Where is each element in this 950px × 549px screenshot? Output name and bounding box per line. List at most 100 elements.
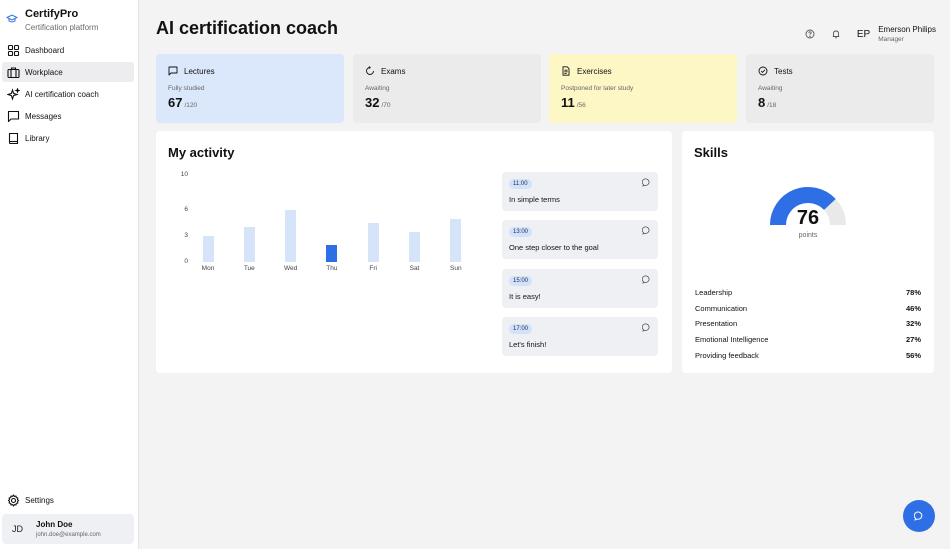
stat-label: Lectures <box>184 66 215 76</box>
stat-value: 67 <box>168 95 183 110</box>
help-icon[interactable] <box>805 29 815 39</box>
skill-percent: 46% <box>905 304 921 313</box>
book-icon <box>8 132 19 144</box>
activity-chart: 0 3 6 10 Mon Tue Wed Thu Fri Sat Sun <box>156 131 496 373</box>
chat-bubble-icon[interactable] <box>642 323 651 332</box>
bell-icon[interactable] <box>831 29 841 39</box>
stat-card-tests[interactable]: Tests Awaiting 8/18 <box>746 54 934 123</box>
stat-total: /56 <box>576 102 586 109</box>
x-tick-label: Thu <box>326 265 338 272</box>
chat-bubble-icon[interactable] <box>642 226 651 235</box>
refresh-icon <box>366 66 374 75</box>
message-card[interactable]: 17:00 Let's finish! <box>502 317 658 356</box>
skill-name: Communication <box>695 304 748 313</box>
x-tick-label: Wed <box>283 265 298 272</box>
bar-sun <box>450 218 462 262</box>
skill-name: Leadership <box>695 288 733 297</box>
skill-percent: 27% <box>905 335 921 344</box>
brand-name: CertifyPro <box>25 8 79 20</box>
stat-total: /70 <box>381 102 391 109</box>
profile-role: Manager <box>878 36 904 43</box>
stat-value: 8 <box>758 95 766 110</box>
stat-value: 11 <box>561 95 575 110</box>
x-tick-label: Sun <box>450 265 462 272</box>
message-card[interactable]: 15:00 It is easy! <box>502 269 658 308</box>
skill-percent: 32% <box>905 319 921 328</box>
profile-info[interactable]: Emerson Philips Manager <box>878 25 936 43</box>
skill-row: Providing feedback 56% <box>695 351 921 360</box>
sparkle-icon <box>7 87 20 101</box>
sidebar-item-library[interactable]: Library <box>2 128 134 148</box>
stat-card-exercises[interactable]: Exercises Postponed for later study 11/5… <box>549 54 737 123</box>
x-tick-label: Fri <box>369 265 377 272</box>
y-tick-label: 10 <box>180 171 188 178</box>
skill-percent: 78% <box>905 288 921 297</box>
chat-bubble-icon[interactable] <box>642 178 651 187</box>
stat-total: /120 <box>184 102 198 109</box>
activity-panel: My activity 0 3 6 10 Mon Tue Wed Thu Fri Sat Sun 1… <box>156 131 672 373</box>
chat-bubble-icon[interactable] <box>642 275 651 284</box>
message-time: 11:00 <box>509 179 532 189</box>
sidebar-item-ai-coach[interactable]: AI certification coach <box>2 84 134 104</box>
gauge-value: 76 <box>796 207 820 229</box>
skill-row: Emotional Intelligence 27% <box>695 335 921 344</box>
profile-name: Emerson Philips <box>878 25 936 34</box>
skill-name: Emotional Intelligence <box>695 335 769 344</box>
sidebar-nav: Dashboard Workplace AI certification coa… <box>2 40 134 150</box>
sidebar-item-settings[interactable]: Settings <box>2 490 134 510</box>
message-text: One step closer to the goal <box>509 243 599 252</box>
skills-title: Skills <box>694 145 728 160</box>
avatar: JD <box>12 524 23 534</box>
skill-percent: 56% <box>905 351 921 360</box>
skills-gauge <box>770 187 846 226</box>
sidebar: CertifyPro Certification platform Dashbo… <box>0 0 139 549</box>
settings-section: Settings <box>2 490 134 512</box>
profile-avatar[interactable]: EP <box>856 28 871 40</box>
stat-card-exams[interactable]: Exams Awaiting 32/70 <box>353 54 541 123</box>
sidebar-item-messages[interactable]: Messages <box>2 106 134 126</box>
page-title: AI certification coach <box>156 18 339 38</box>
bar-sat <box>409 231 420 262</box>
gauge-fill <box>770 187 836 226</box>
stat-subtitle: Postponed for later study <box>561 85 634 92</box>
document-icon <box>562 66 570 76</box>
sidebar-item-label: AI certification coach <box>25 89 99 99</box>
stat-value: 32 <box>365 95 380 110</box>
x-tick-label: Tue <box>243 265 255 272</box>
check-circle-icon <box>758 66 768 76</box>
chat-fab-button[interactable] <box>903 500 935 532</box>
brand[interactable]: CertifyPro Certification platform <box>6 8 98 32</box>
sidebar-item-label: Library <box>25 133 50 143</box>
user-name: John Doe <box>36 520 73 529</box>
sidebar-item-label: Workplace <box>25 67 63 77</box>
bar-fri <box>367 222 379 262</box>
stat-label: Tests <box>774 66 793 76</box>
brand-subtitle: Certification platform <box>25 23 99 32</box>
stat-subtitle: Fully studied <box>168 85 205 92</box>
message-time: 15:00 <box>509 276 533 286</box>
graduation-cap-icon <box>6 14 18 23</box>
bar-thu <box>326 244 338 262</box>
stat-subtitle: Awaiting <box>758 85 783 92</box>
chat-square-icon <box>168 66 178 76</box>
y-tick-label: 0 <box>184 258 188 265</box>
bar-wed <box>285 209 297 262</box>
y-tick-label: 6 <box>184 205 188 213</box>
sidebar-item-dashboard[interactable]: Dashboard <box>2 40 134 60</box>
stat-total: /18 <box>767 102 777 109</box>
bar-tue <box>243 227 255 262</box>
dashboard-icon <box>7 44 20 56</box>
skills-panel: Skills 76 points Leadership 78% Communica… <box>682 131 934 373</box>
skill-row: Communication 46% <box>695 304 921 313</box>
header-actions: EP Emerson Philips Manager <box>805 25 936 43</box>
user-card[interactable]: JD John Doe john.doe@example.com <box>2 514 134 544</box>
stat-card-lectures[interactable]: Lectures Fully studied 67/120 <box>156 54 344 123</box>
x-tick-label: Sat <box>409 265 420 272</box>
message-time: 17:00 <box>509 324 533 334</box>
sidebar-item-workplace[interactable]: Workplace <box>2 62 134 82</box>
stat-subtitle: Awaiting <box>365 85 390 92</box>
skill-row: Presentation 32% <box>695 319 921 328</box>
message-card[interactable]: 13:00 One step closer to the goal <box>502 220 658 259</box>
message-text: Let's finish! <box>509 340 547 349</box>
message-card[interactable]: 11:00 In simple terms <box>502 172 658 211</box>
